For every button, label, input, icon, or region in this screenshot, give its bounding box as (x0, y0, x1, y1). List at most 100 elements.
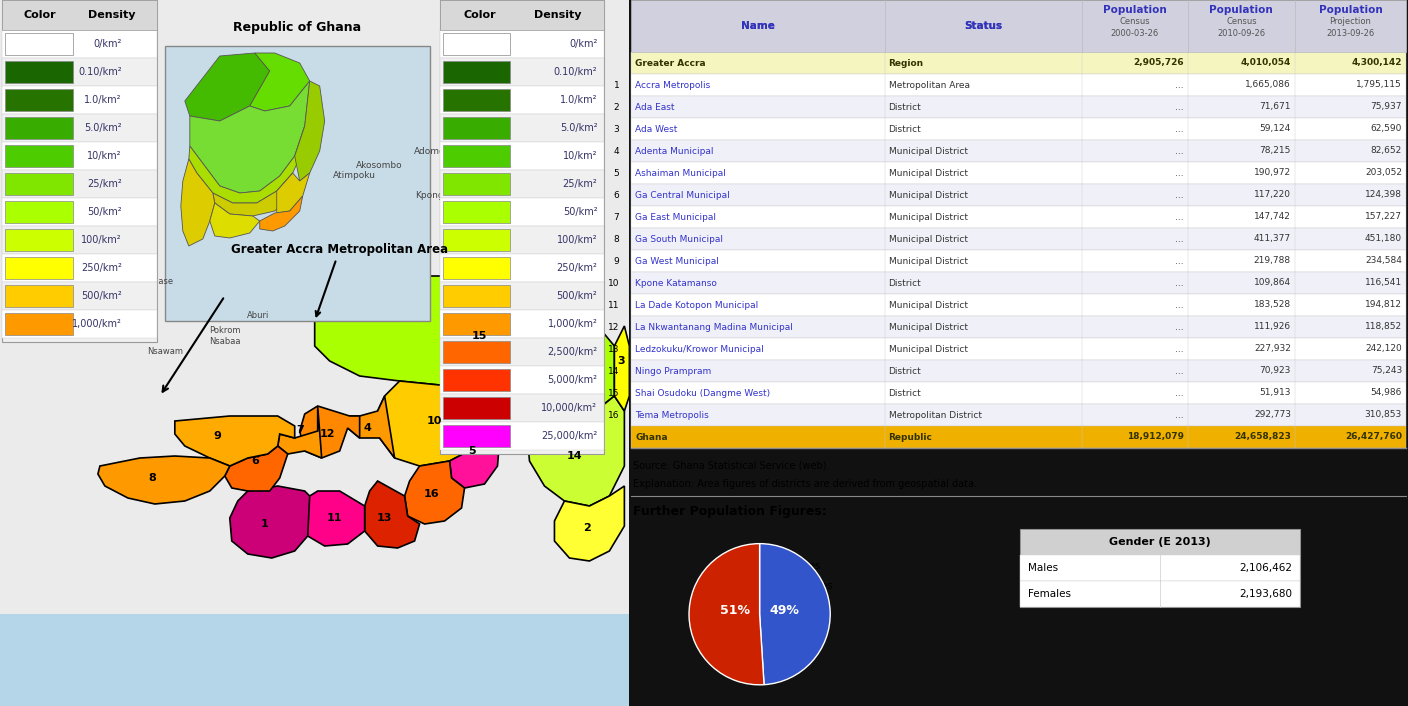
Bar (631, 250, 1407, 272)
Bar (442, 257, 511, 279)
Text: 6: 6 (614, 191, 620, 200)
Text: Pokrom
Nsabaa: Pokrom Nsabaa (208, 326, 241, 346)
Bar (442, 61, 511, 83)
Text: Population: Population (1209, 5, 1273, 15)
Bar (6, 313, 73, 335)
Polygon shape (259, 196, 303, 231)
Text: 75,937: 75,937 (1370, 102, 1402, 112)
Bar (6, 145, 73, 167)
Bar (631, 294, 1407, 316)
Bar (1, 0, 156, 30)
Text: 2: 2 (614, 102, 620, 112)
Bar (442, 341, 511, 363)
Text: 242,120: 242,120 (1366, 345, 1402, 354)
Text: 12: 12 (320, 429, 335, 439)
Text: Accra Metropolis: Accra Metropolis (635, 80, 711, 90)
Text: 250/km²: 250/km² (82, 263, 122, 273)
Polygon shape (365, 481, 420, 548)
Text: 1.0/km²: 1.0/km² (84, 95, 122, 105)
Bar (6, 229, 73, 251)
Bar (1, 0, 156, 342)
Text: ...: ... (1176, 102, 1184, 112)
Text: 24,658,823: 24,658,823 (1233, 433, 1291, 441)
Text: 0.10/km²: 0.10/km² (553, 67, 597, 77)
Text: ...: ... (1176, 278, 1184, 287)
Text: 9: 9 (614, 256, 620, 265)
Text: 5.0/km²: 5.0/km² (84, 123, 122, 133)
Text: 190,972: 190,972 (1253, 169, 1291, 177)
Text: 4: 4 (363, 423, 372, 433)
Text: District: District (888, 124, 921, 133)
Bar (1019, 529, 1300, 555)
Text: ...: ... (1176, 388, 1184, 397)
Text: 109,864: 109,864 (1253, 278, 1291, 287)
Text: 183,528: 183,528 (1253, 301, 1291, 309)
Text: 4,010,054: 4,010,054 (1240, 59, 1291, 68)
Bar (439, 254, 604, 282)
Text: 10,000/km²: 10,000/km² (542, 403, 597, 413)
Text: 51,913: 51,913 (1259, 388, 1291, 397)
Bar (439, 310, 604, 338)
Text: Explanation: Area figures of districts are derived from geospatial data.: Explanation: Area figures of districts a… (634, 479, 977, 489)
Bar (1, 30, 156, 58)
Bar (442, 313, 511, 335)
Text: 2: 2 (583, 523, 591, 533)
Bar (631, 52, 1407, 74)
Text: Name: Name (741, 21, 774, 31)
Text: ...: ... (1176, 124, 1184, 133)
Text: Further Population Figures:: Further Population Figures: (634, 505, 826, 517)
Text: 50/km²: 50/km² (563, 207, 597, 217)
Text: Males: Males (1028, 563, 1057, 573)
Text: Population: Population (1102, 5, 1167, 15)
Text: Akosombo: Akosombo (356, 162, 403, 171)
Text: 11: 11 (327, 513, 342, 523)
Text: ...: ... (1176, 147, 1184, 155)
Text: Municipal District: Municipal District (888, 213, 967, 222)
Text: 1: 1 (260, 519, 269, 529)
Bar (439, 282, 604, 310)
Text: 0/km²: 0/km² (93, 39, 122, 49)
Polygon shape (213, 173, 293, 216)
Bar (1, 114, 156, 142)
Text: 8: 8 (614, 234, 620, 244)
Bar (1, 170, 156, 198)
Text: 26,427,760: 26,427,760 (1345, 433, 1402, 441)
Bar (1, 142, 156, 170)
Text: 4: 4 (614, 147, 620, 155)
Polygon shape (300, 406, 359, 458)
Text: Atimpoku: Atimpoku (334, 172, 376, 181)
Bar (439, 394, 604, 422)
Text: District: District (888, 388, 921, 397)
Text: Status: Status (964, 21, 1002, 31)
Text: Municipal District: Municipal District (888, 169, 967, 177)
Text: 13: 13 (608, 345, 620, 354)
Text: 2,193,680: 2,193,680 (1239, 589, 1293, 599)
Text: Census: Census (1119, 18, 1150, 27)
Text: 10: 10 (427, 416, 442, 426)
Text: Ga South Municipal: Ga South Municipal (635, 234, 724, 244)
Bar (6, 117, 73, 139)
Text: Teacher Man: Teacher Man (69, 332, 121, 340)
Polygon shape (404, 461, 465, 524)
Text: Adome: Adome (414, 147, 445, 155)
Text: Status: Status (964, 21, 1002, 31)
Text: 18,912,079: 18,912,079 (1126, 433, 1184, 441)
Wedge shape (689, 544, 765, 685)
Text: Apeguso: Apeguso (510, 81, 549, 90)
Polygon shape (277, 406, 321, 458)
Bar (442, 425, 511, 447)
Text: 50/km²: 50/km² (87, 207, 122, 217)
Text: ...: ... (1176, 191, 1184, 200)
Polygon shape (249, 53, 310, 111)
Text: 51%: 51% (719, 604, 750, 617)
Text: ...: ... (1176, 256, 1184, 265)
Text: 292,773: 292,773 (1255, 410, 1291, 419)
Bar (631, 140, 1407, 162)
Text: 451,180: 451,180 (1364, 234, 1402, 244)
Bar (6, 257, 73, 279)
Text: District: District (888, 366, 921, 376)
Polygon shape (175, 416, 294, 466)
Text: 118,852: 118,852 (1364, 323, 1402, 332)
Wedge shape (760, 544, 831, 685)
Text: Ga Central Municipal: Ga Central Municipal (635, 191, 731, 200)
